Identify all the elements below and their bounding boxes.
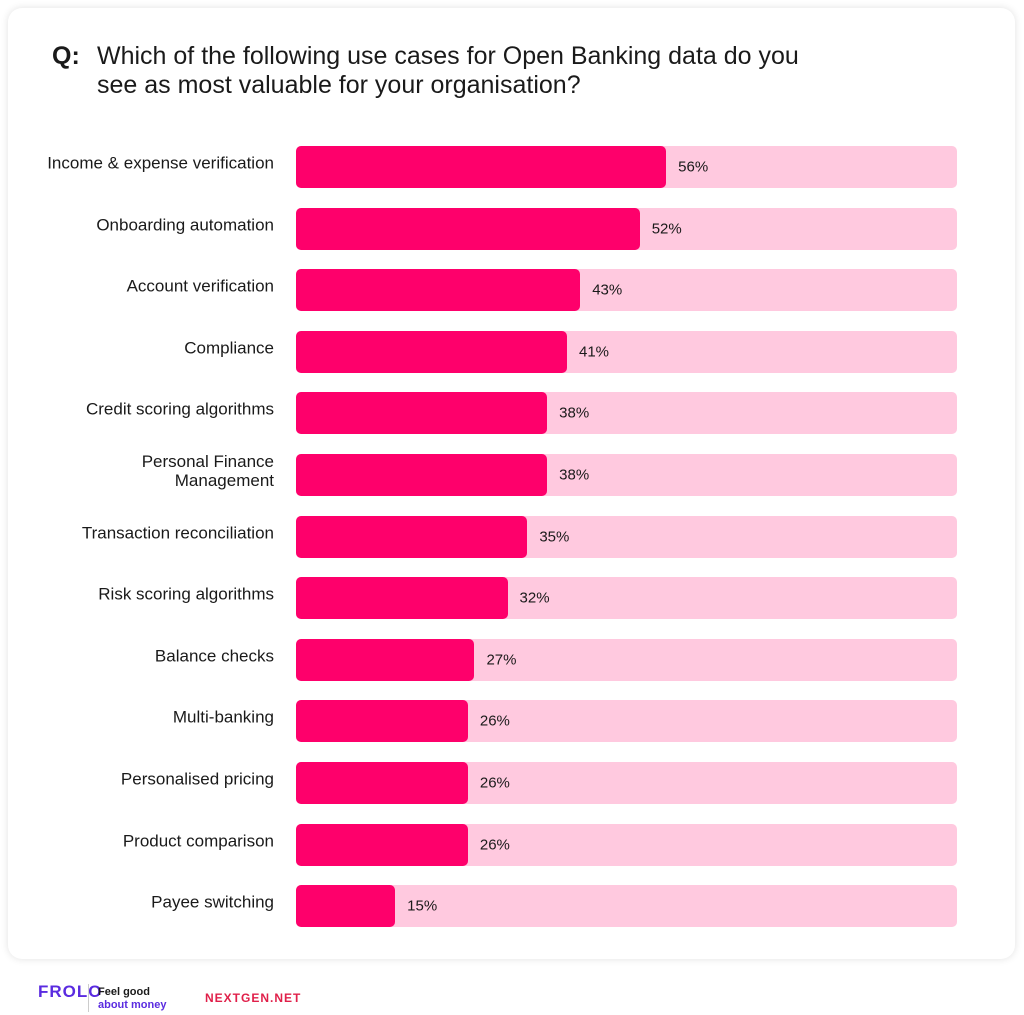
partner-logo: NEXTGEN.NET: [205, 991, 302, 1005]
value-label: 35%: [539, 528, 570, 546]
bar: [296, 700, 468, 743]
separator: [88, 984, 89, 1012]
chart-title: Which of the following use cases for Ope…: [97, 42, 799, 99]
bar: [296, 577, 508, 620]
value-label: 38%: [559, 466, 590, 484]
category-label: Transaction reconciliation: [81, 523, 274, 543]
bar: [296, 515, 528, 558]
question-label: Q:: [52, 42, 80, 70]
value-label: 27%: [486, 651, 517, 669]
tagline: about money: [98, 999, 167, 1011]
value-label: 38%: [559, 404, 590, 422]
value-label: 26%: [479, 774, 510, 792]
value-label: 43%: [592, 281, 623, 299]
bar: [296, 823, 468, 866]
category-label: Account verification: [126, 276, 274, 296]
category-label: Income & expense verification: [47, 153, 274, 173]
category-label: Onboarding automation: [96, 215, 274, 235]
bar: [296, 885, 396, 928]
value-label: 41%: [579, 343, 610, 361]
value-label: 52%: [651, 220, 682, 238]
value-label: 26%: [479, 712, 510, 730]
bar: [296, 330, 567, 373]
bar: [296, 638, 475, 681]
brand-logo: FROLO: [38, 982, 103, 1001]
value-label: 56%: [678, 158, 709, 176]
category-label: Product comparison: [122, 831, 274, 851]
bar: [296, 146, 667, 188]
bar-track: [296, 885, 957, 928]
value-label: 26%: [479, 836, 510, 854]
category-label: Personalised pricing: [120, 769, 274, 789]
category-label: Personal Finance Management: [141, 452, 274, 490]
bar: [296, 454, 548, 496]
category-label: Multi-banking: [172, 707, 274, 727]
value-label: 32%: [519, 589, 550, 607]
category-label: Balance checks: [154, 646, 274, 666]
bar: [296, 269, 581, 312]
category-label: Payee switching: [151, 892, 274, 912]
category-label: Credit scoring algorithms: [85, 399, 274, 419]
bar: [296, 207, 640, 250]
bar: [296, 762, 468, 804]
tagline: Feel good: [98, 986, 150, 998]
category-label: Risk scoring algorithms: [98, 584, 274, 604]
bar: [296, 392, 548, 435]
value-label: 15%: [407, 897, 438, 915]
category-label: Compliance: [184, 338, 274, 358]
